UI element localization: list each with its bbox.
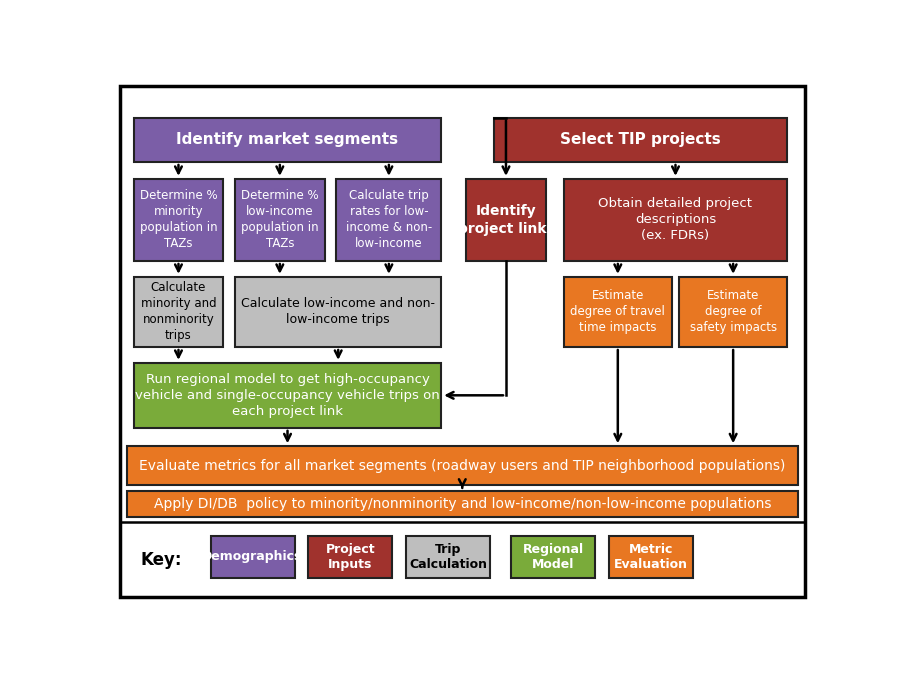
Text: Project
Inputs: Project Inputs <box>326 543 375 571</box>
Text: Select TIP projects: Select TIP projects <box>560 133 721 148</box>
Text: Evaluate metrics for all market segments (roadway users and TIP neighborhood pop: Evaluate metrics for all market segments… <box>139 459 786 473</box>
Text: Calculate low-income and non-
low-income trips: Calculate low-income and non- low-income… <box>241 297 435 326</box>
FancyBboxPatch shape <box>133 277 223 347</box>
FancyBboxPatch shape <box>406 536 491 577</box>
Text: Calculate
minority and
nonminority
trips: Calculate minority and nonminority trips <box>141 282 216 343</box>
FancyBboxPatch shape <box>564 179 787 261</box>
FancyBboxPatch shape <box>126 492 798 517</box>
Text: Regional
Model: Regional Model <box>522 543 584 571</box>
Text: Obtain detailed project
descriptions
(ex. FDRs): Obtain detailed project descriptions (ex… <box>599 198 752 242</box>
FancyBboxPatch shape <box>133 179 223 261</box>
FancyBboxPatch shape <box>609 536 693 577</box>
Text: Estimate
degree of
safety impacts: Estimate degree of safety impacts <box>690 289 777 334</box>
FancyBboxPatch shape <box>133 363 441 428</box>
FancyBboxPatch shape <box>564 277 672 347</box>
FancyBboxPatch shape <box>679 277 787 347</box>
Text: Identify market segments: Identify market segments <box>177 133 399 148</box>
Text: Apply DI/DB  policy to minority/nonminority and low-income/non-low-income popula: Apply DI/DB policy to minority/nonminori… <box>153 497 771 511</box>
Text: Estimate
degree of travel
time impacts: Estimate degree of travel time impacts <box>570 289 666 334</box>
FancyBboxPatch shape <box>493 118 787 162</box>
Text: Key:: Key: <box>141 550 182 569</box>
Text: Trip
Calculation: Trip Calculation <box>410 543 487 571</box>
FancyBboxPatch shape <box>308 536 392 577</box>
Text: Demographics: Demographics <box>202 550 303 563</box>
FancyBboxPatch shape <box>336 179 441 261</box>
Text: Metric
Evaluation: Metric Evaluation <box>614 543 688 571</box>
FancyBboxPatch shape <box>511 536 595 577</box>
FancyBboxPatch shape <box>235 179 325 261</box>
Text: Identify
project links: Identify project links <box>457 204 555 236</box>
Text: Determine %
minority
population in
TAZs: Determine % minority population in TAZs <box>140 190 217 250</box>
Text: Determine %
low-income
population in
TAZs: Determine % low-income population in TAZ… <box>241 190 318 250</box>
FancyBboxPatch shape <box>126 446 798 485</box>
FancyBboxPatch shape <box>133 118 441 162</box>
FancyBboxPatch shape <box>235 277 441 347</box>
FancyBboxPatch shape <box>211 536 295 577</box>
FancyBboxPatch shape <box>465 179 547 261</box>
Text: Calculate trip
rates for low-
income & non-
low-income: Calculate trip rates for low- income & n… <box>345 190 432 250</box>
Text: Run regional model to get high-occupancy
vehicle and single-occupancy vehicle tr: Run regional model to get high-occupancy… <box>135 373 440 418</box>
